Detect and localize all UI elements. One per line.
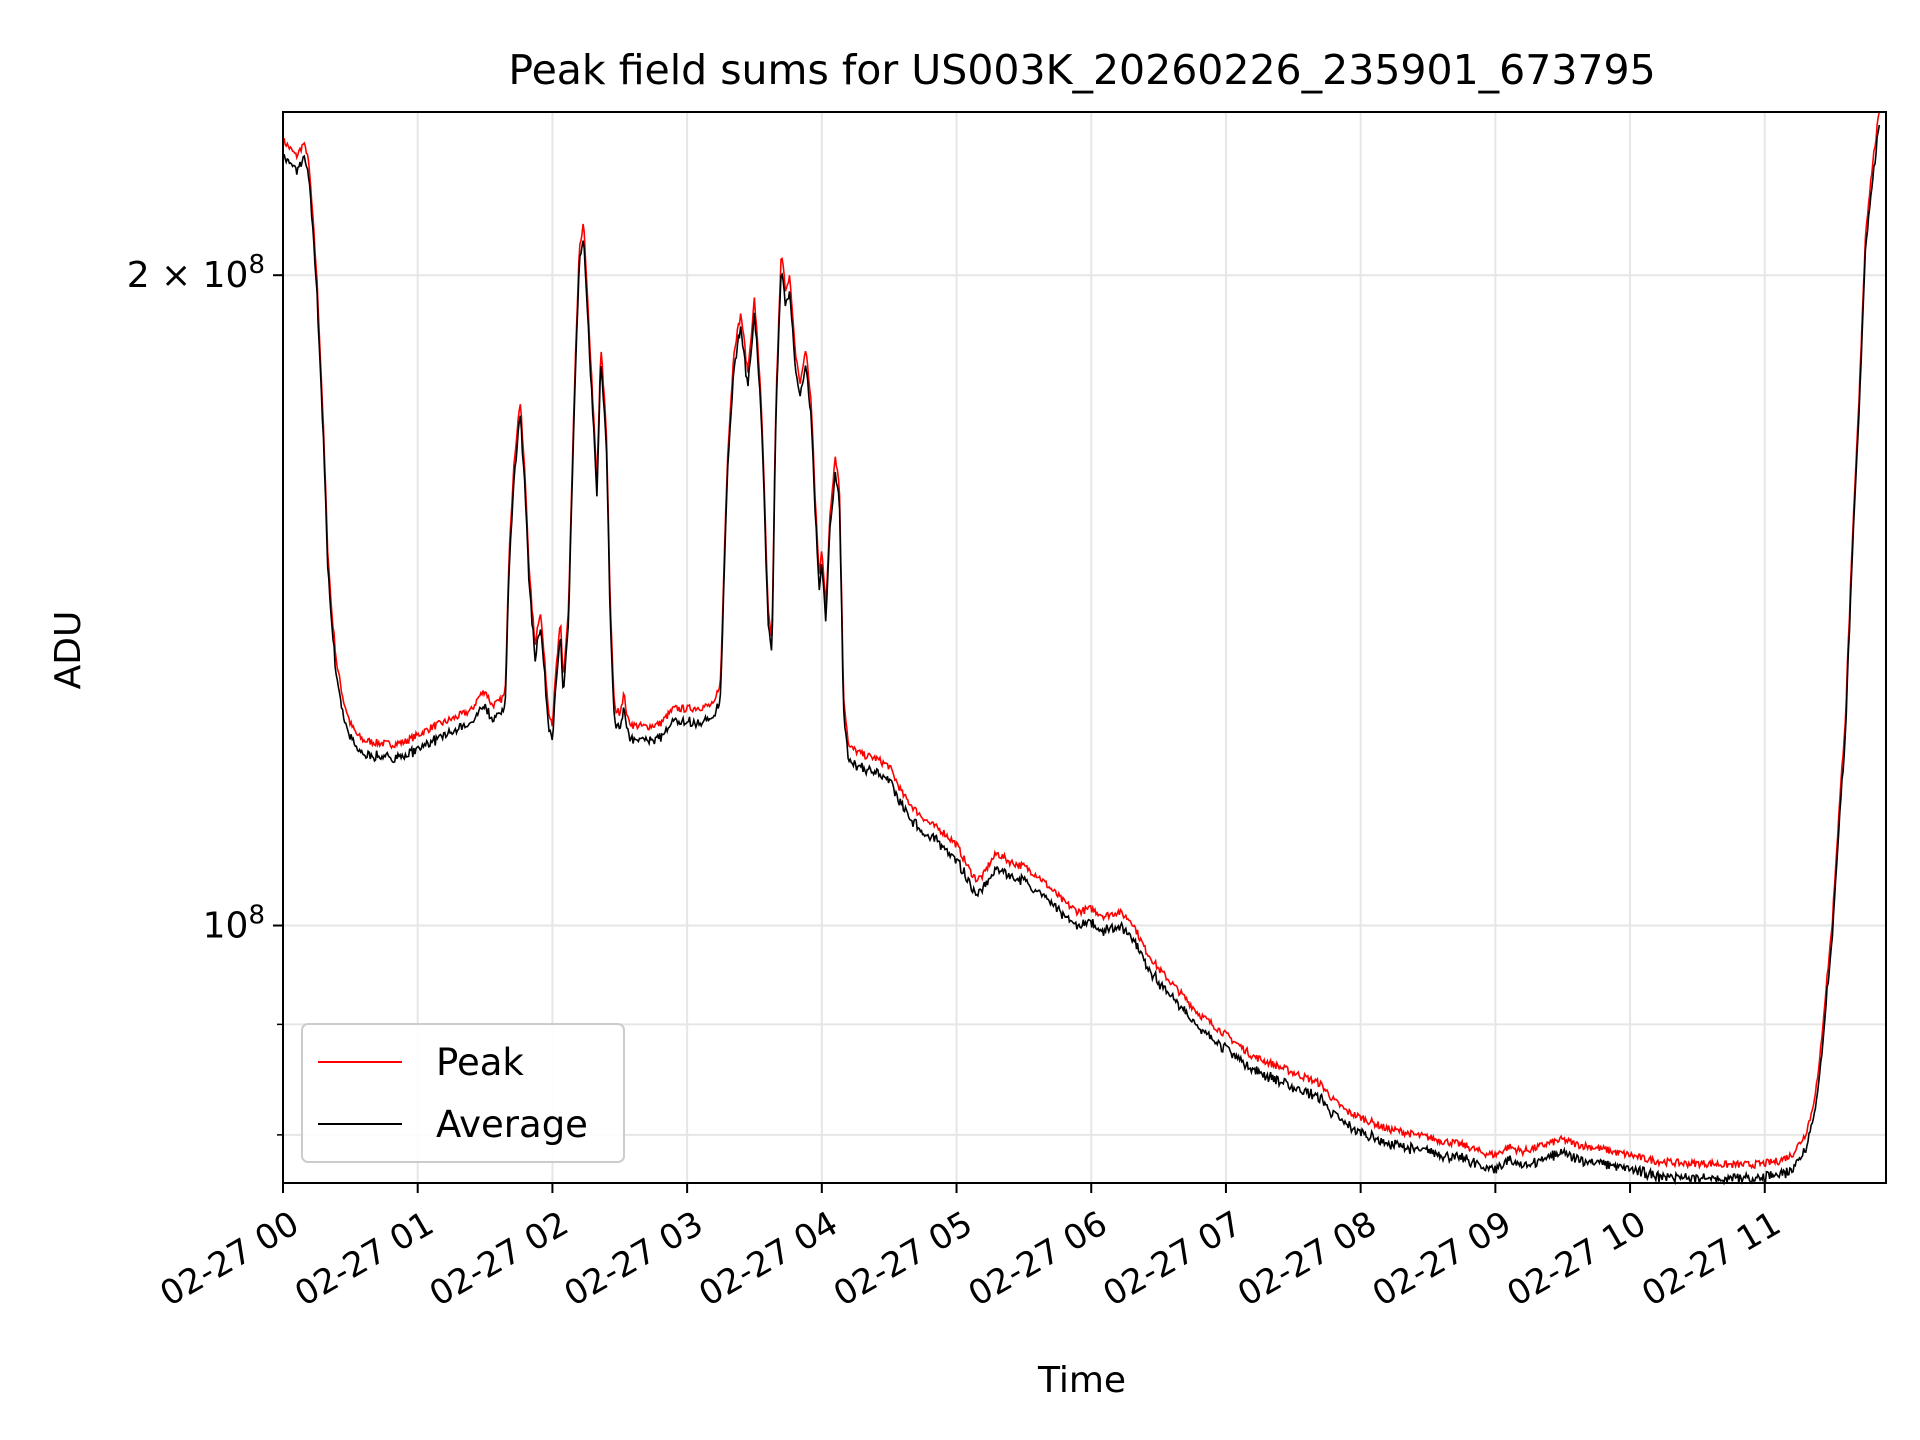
legend-average-label: Average bbox=[436, 1103, 588, 1146]
x-axis-label: Time bbox=[1037, 1360, 1126, 1401]
chart-title: Peak field sums for US003K_20260226_2359… bbox=[508, 46, 1655, 94]
series-line-peak bbox=[282, 111, 1881, 1170]
y-tick-label: 108 bbox=[203, 901, 265, 947]
legend: Peak Average bbox=[301, 1023, 625, 1163]
axes-frame bbox=[282, 111, 1887, 1184]
series-line-average bbox=[282, 124, 1881, 1186]
series-lines bbox=[282, 111, 1881, 1186]
y-axis-label: ADU bbox=[48, 611, 89, 690]
legend-box bbox=[301, 1023, 625, 1163]
legend-peak-label: Peak bbox=[436, 1041, 524, 1084]
y-tick-label: 2 × 108 bbox=[127, 250, 265, 296]
